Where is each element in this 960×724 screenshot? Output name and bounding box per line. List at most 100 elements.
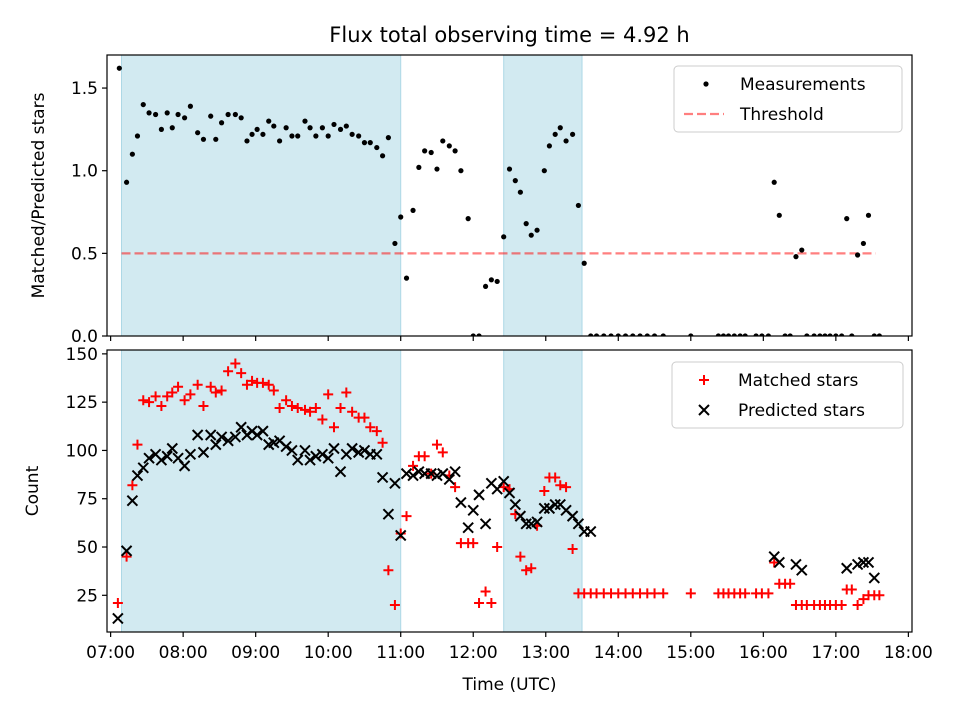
x-tick-label: 09:00 [231, 643, 280, 663]
predicted-point [585, 525, 597, 538]
measurement-point [374, 144, 380, 151]
measurement-point [307, 125, 313, 131]
x-tick-label: 12:00 [449, 643, 498, 663]
predicted-point [310, 450, 322, 462]
measurement-point [608, 333, 614, 336]
matched-point [371, 426, 382, 437]
measurement-point [398, 214, 404, 220]
legend-marker-measurements [703, 81, 709, 87]
predicted-point [389, 477, 401, 489]
matched-point [389, 599, 400, 610]
measurement-point [169, 125, 175, 131]
predicted-point [328, 442, 340, 455]
measurement-point [232, 111, 238, 118]
predicted-point [857, 556, 870, 569]
matched-point [292, 402, 303, 413]
predicted-point [503, 487, 516, 499]
measurement-point [793, 254, 799, 260]
predicted-point [514, 510, 527, 522]
measurement-point [140, 101, 146, 108]
legend-box [671, 361, 904, 429]
measurement-point [195, 130, 201, 136]
predicted-point [155, 454, 168, 466]
matched-point [649, 588, 660, 599]
shaded-interval [503, 55, 583, 336]
measurement-point [512, 178, 518, 184]
measurement-point [403, 275, 410, 281]
measurement-point [593, 333, 600, 336]
measurement-point [337, 126, 344, 132]
matched-point [241, 379, 252, 390]
measurement-point [501, 234, 507, 240]
matched-point [205, 381, 216, 392]
matched-point [836, 599, 847, 610]
predicted-point [376, 471, 389, 484]
predicted-point [473, 489, 485, 501]
measurement-point [181, 115, 188, 121]
shaded-interval [121, 55, 401, 336]
predicted-point [566, 510, 579, 522]
matched-point [550, 472, 561, 483]
predicted-point [862, 556, 875, 569]
measurement-point [753, 333, 759, 336]
predicted-point [395, 529, 407, 542]
matched-point [521, 565, 532, 576]
predicted-point [334, 465, 347, 478]
x-tick-label: 16:00 [739, 643, 788, 663]
measurement-point [494, 278, 500, 285]
x-axis-label: Time (UTC) [462, 675, 557, 695]
count-panel: 25 50 75 100 125 150 07:00 08:00 09:00 10:00 11:00… [23, 345, 933, 695]
measurement-point [725, 333, 732, 336]
measurement-point [876, 333, 882, 336]
measurement-point [271, 123, 277, 129]
measurement-point [225, 111, 231, 118]
measurement-point [523, 221, 529, 227]
measurement-point [446, 143, 452, 149]
predicted-point [126, 494, 139, 507]
measurement-point [715, 333, 721, 336]
x-tick-label: 14:00 [594, 643, 643, 663]
measurement-point [476, 333, 482, 336]
matched-point [555, 480, 566, 491]
matched-point [383, 565, 394, 576]
measurement-point [123, 179, 130, 185]
measurement-point [319, 125, 325, 131]
measurement-point [116, 65, 122, 71]
y-axis-label: Count [23, 465, 43, 516]
y-tick-label: 75 [76, 490, 98, 510]
x-tick-label: 15:00 [666, 643, 715, 663]
measurement-point [416, 164, 422, 170]
measurement-point [277, 138, 283, 144]
matched-point [450, 482, 461, 493]
legend-label: Threshold [739, 105, 824, 125]
axes-frame [106, 54, 913, 337]
measurement-point [799, 247, 805, 253]
predicted-point [184, 448, 197, 461]
measurement-point [849, 333, 855, 336]
measurement-point [622, 333, 629, 336]
matched-point [173, 381, 184, 392]
measurement-point [238, 115, 244, 121]
measurement-point [295, 133, 301, 139]
predicted-point [222, 435, 234, 447]
predicted-point [210, 438, 222, 451]
matched-point [437, 447, 448, 458]
predicted-point [543, 502, 556, 515]
measurement-point [827, 333, 833, 336]
measurement-point [164, 110, 170, 116]
legend-label: Predicted stars [738, 401, 865, 421]
measurement-point [759, 333, 765, 336]
matched-point [567, 543, 578, 554]
legend-marker-predicted [698, 404, 710, 416]
measurement-point [129, 151, 135, 157]
matched-point [480, 586, 491, 597]
predicted-point [178, 460, 191, 472]
measurement-point [218, 120, 225, 126]
matched-point [492, 542, 503, 553]
predicted-point [382, 508, 395, 520]
matched-point [515, 551, 526, 562]
predicted-point [166, 442, 178, 455]
measurement-point [349, 131, 355, 137]
predicted-point [131, 469, 144, 482]
